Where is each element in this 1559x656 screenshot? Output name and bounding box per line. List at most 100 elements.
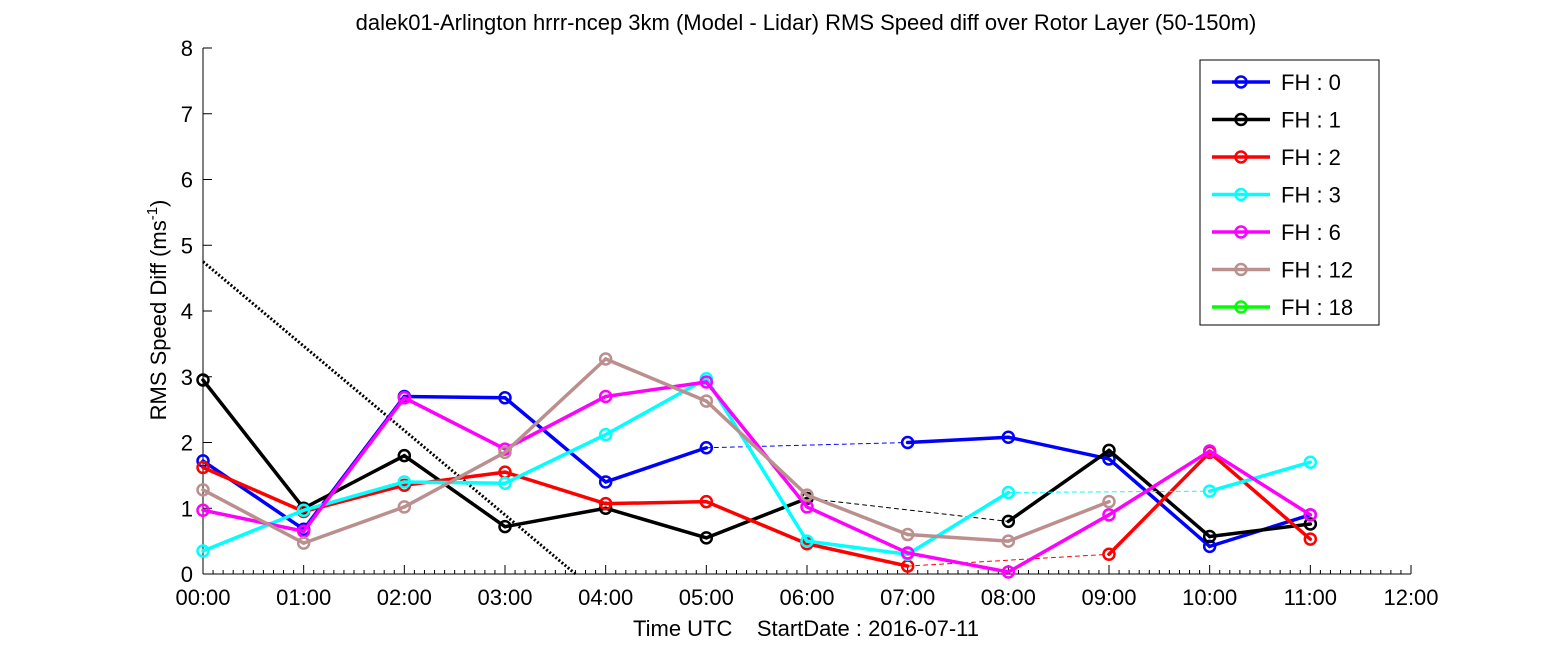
- y-axis-label-main: RMS Speed Diff (ms: [146, 220, 171, 420]
- series-segment: [402, 394, 507, 400]
- y-tick-label: 6: [181, 168, 193, 193]
- series-segment: [1006, 499, 1111, 543]
- legend-label: FH : 0: [1281, 70, 1341, 95]
- series-segment: [1107, 448, 1212, 539]
- x-axis-tick-labels: 00:00 01:00 02:00 03:00 04:00 05:00 06:00 07:00…: [175, 585, 1438, 610]
- series-segment: [1107, 449, 1212, 517]
- series-segment: [905, 490, 1011, 557]
- series-segment: [603, 446, 709, 484]
- legend-label: FH : 3: [1281, 183, 1341, 208]
- y-axis-label-superscript: -1: [144, 207, 161, 220]
- series-segment: [704, 380, 809, 509]
- series-segment: [1207, 460, 1313, 493]
- series-gap-segment: [806, 497, 1009, 522]
- y-axis-tick-labels: 0 1 2 3 4 5 6 7 8: [181, 36, 193, 587]
- chart-title: dalek01-Arlington hrrr-ncep 3km (Model -…: [356, 10, 1257, 35]
- series-gap-segment: [1007, 490, 1211, 493]
- series-segment: [1107, 450, 1212, 557]
- data-point: [1102, 508, 1116, 522]
- data-point: [1202, 444, 1217, 458]
- dotted-reference-line-path: [202, 260, 577, 576]
- legend-entry: FH : 2: [1212, 145, 1341, 170]
- data-point: [397, 475, 412, 489]
- x-tick-label: 01:00: [276, 585, 331, 610]
- series-segment: [1207, 449, 1313, 517]
- data-point: [1303, 508, 1318, 522]
- y-axis-label-tail: ): [146, 200, 171, 207]
- legend-label: FH : 2: [1281, 145, 1341, 170]
- data-point: [397, 391, 412, 405]
- legend-swatch-marker: [1234, 225, 1248, 239]
- y-tick-label: 5: [181, 233, 193, 258]
- legend-label: FH : 12: [1281, 258, 1353, 283]
- data-point: [699, 494, 714, 509]
- data-point: [196, 503, 210, 517]
- x-tick-label: 10:00: [1182, 585, 1237, 610]
- x-tick-label: 05:00: [679, 585, 734, 610]
- series-segment: [1006, 448, 1111, 524]
- legend-entry: FH : 18: [1212, 295, 1353, 320]
- series-segment: [1006, 435, 1111, 461]
- series-segment: [905, 532, 1011, 543]
- y-axis-label: RMS Speed Diff (ms-1): [144, 200, 171, 421]
- series-segment: [503, 432, 608, 486]
- data-point: [699, 531, 714, 545]
- series-segment: [1207, 450, 1313, 541]
- data-point: [1001, 534, 1016, 548]
- data-point: [598, 427, 613, 442]
- data-point: [397, 448, 412, 463]
- data-point: [296, 536, 311, 550]
- series-segment: [603, 506, 709, 540]
- y-tick-label: 4: [181, 299, 193, 324]
- y-tick-label: 3: [181, 365, 193, 390]
- x-tick-label: 09:00: [1081, 585, 1136, 610]
- series-segment: [201, 488, 306, 545]
- x-tick-label: 04:00: [578, 585, 633, 610]
- data-point: [1102, 443, 1116, 458]
- data-point: [1001, 565, 1016, 579]
- series-5: [196, 352, 1116, 550]
- series-segment: [402, 450, 507, 509]
- data-point: [800, 488, 814, 502]
- data-point: [598, 496, 613, 511]
- series-segment: [1006, 513, 1111, 574]
- series-gap-segment: [705, 442, 909, 449]
- y-tick-label: 2: [181, 431, 193, 456]
- data-point: [1102, 547, 1116, 562]
- legend-entry: FH : 1: [1212, 108, 1341, 133]
- x-axis-label: Time UTC StartDate : 2016-07-11: [633, 616, 979, 641]
- data-point: [1001, 485, 1016, 500]
- series-segment: [603, 499, 709, 506]
- data-point: [800, 534, 814, 548]
- x-tick-label: 02:00: [377, 585, 432, 610]
- data-point: [1102, 452, 1116, 466]
- y-tick-label: 8: [181, 36, 193, 61]
- data-point: [1303, 517, 1318, 531]
- series-segment: [402, 480, 507, 486]
- data-point: [397, 500, 412, 514]
- series-segment: [402, 396, 507, 451]
- data-point: [1202, 484, 1217, 498]
- x-tick-label: 00:00: [175, 585, 230, 610]
- series-segment: [805, 542, 910, 568]
- legend-label: FH : 18: [1281, 295, 1353, 320]
- series-segment: [503, 470, 608, 506]
- series-segment: [503, 396, 608, 484]
- legend-entry: FH : 3: [1212, 183, 1341, 208]
- data-point: [900, 527, 915, 542]
- data-point: [1001, 430, 1016, 444]
- y-tick-label: 0: [181, 562, 193, 587]
- data-point: [196, 460, 210, 475]
- data-point: [699, 375, 714, 389]
- data-point: [598, 352, 613, 366]
- x-tick-label: 12:00: [1383, 585, 1438, 610]
- x-tick-label: 11:00: [1284, 585, 1337, 610]
- legend-entry: FH : 12: [1212, 258, 1353, 283]
- series-segment: [603, 357, 709, 403]
- series-segment: [704, 376, 809, 543]
- data-point: [598, 389, 613, 404]
- data-point: [196, 373, 210, 387]
- data-point: [196, 544, 210, 558]
- series-segment: [603, 376, 709, 437]
